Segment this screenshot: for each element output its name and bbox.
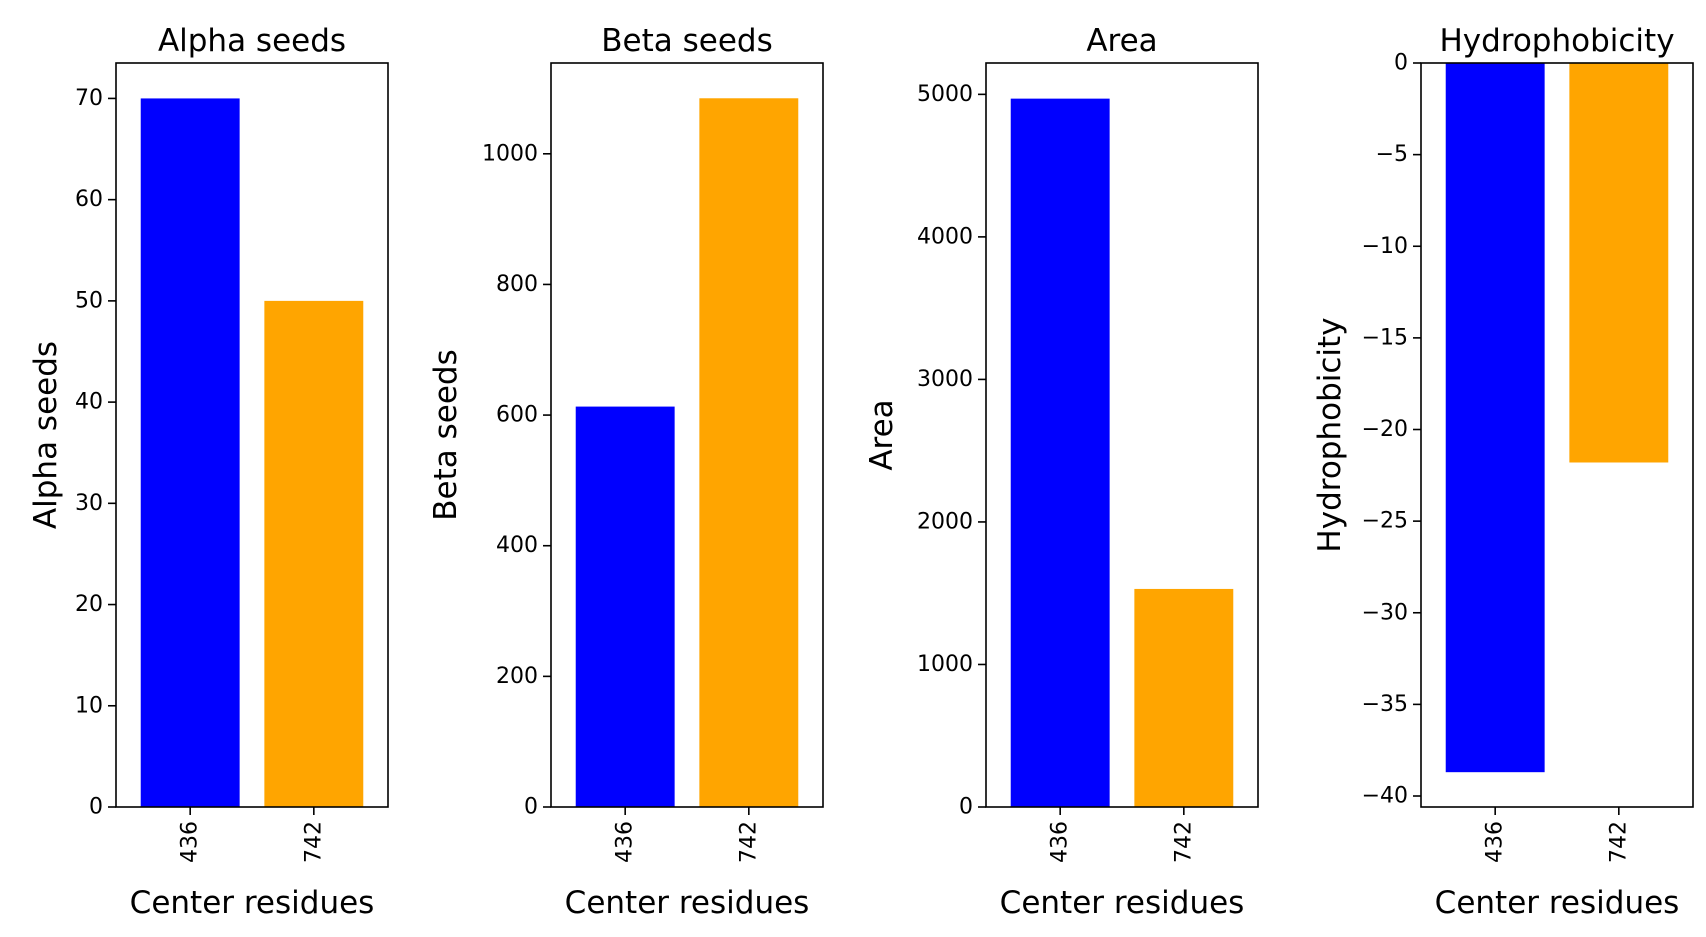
y-tick-label: 2000 xyxy=(917,509,973,534)
y-tick-label: 0 xyxy=(1394,51,1408,76)
bar-beta-seeds-436 xyxy=(575,406,675,807)
y-axis-label-beta-seeds: Beta seeds xyxy=(428,349,464,520)
x-axis-label-area: Center residues xyxy=(1000,885,1245,921)
y-tick-label: 400 xyxy=(496,533,538,558)
y-ticks-hydrophobicity: 0 −5 −10 −15 −20 −25 −30 −35 −40 xyxy=(1362,51,1421,809)
y-tick-label: 60 xyxy=(75,187,103,212)
bar-hydrophobicity-436 xyxy=(1445,63,1545,773)
bar-alpha-seeds-742 xyxy=(264,300,364,807)
axes-frame-area xyxy=(985,62,1259,808)
x-tick-label: 742 xyxy=(301,821,326,863)
axes-frame-alpha-seeds xyxy=(115,62,389,808)
chart-panel-alpha-seeds: 0 10 20 30 40 50 60 70 436 742 Alpha seeds Cente… xyxy=(28,23,389,921)
bars-area xyxy=(1010,98,1234,807)
axes-frame-hydrophobicity xyxy=(1420,62,1694,808)
y-tick-label: 40 xyxy=(75,390,103,415)
x-tick-label: 436 xyxy=(613,821,638,863)
y-tick-label: 10 xyxy=(75,693,103,718)
chart-title-hydrophobicity: Hydrophobicity xyxy=(1439,23,1674,59)
y-tick-label: −30 xyxy=(1362,600,1408,625)
y-tick-label: −25 xyxy=(1362,509,1408,534)
chart-panel-beta-seeds: 0 200 400 600 800 1000 436 742 Beta seeds Cent… xyxy=(428,23,824,921)
x-tick-label: 742 xyxy=(736,821,761,863)
y-tick-label: −5 xyxy=(1376,142,1408,167)
y-tick-label: 200 xyxy=(496,664,538,689)
chart-title-beta-seeds: Beta seeds xyxy=(601,23,772,59)
x-tick-label: 436 xyxy=(1048,821,1073,863)
x-tick-label: 742 xyxy=(1171,821,1196,863)
chart-panel-area: 0 1000 2000 3000 4000 5000 436 742 Area Center… xyxy=(864,23,1259,921)
y-tick-label: −20 xyxy=(1362,417,1408,442)
chart-title-alpha-seeds: Alpha seeds xyxy=(158,23,346,59)
bar-area-742 xyxy=(1134,588,1234,807)
x-tick-label: 436 xyxy=(1483,821,1508,863)
y-tick-label: 5000 xyxy=(917,82,973,107)
x-ticks-beta-seeds: 436 742 xyxy=(613,807,761,863)
x-axis-label-hydrophobicity: Center residues xyxy=(1435,885,1680,921)
y-tick-label: −40 xyxy=(1362,784,1408,809)
bar-hydrophobicity-742 xyxy=(1569,63,1669,463)
bar-area-436 xyxy=(1010,98,1110,807)
y-ticks-alpha-seeds: 0 10 20 30 40 50 60 70 xyxy=(75,86,116,820)
y-tick-label: 0 xyxy=(89,795,103,820)
y-axis-label-hydrophobicity: Hydrophobicity xyxy=(1312,317,1348,552)
y-tick-label: 50 xyxy=(75,288,103,313)
bar-beta-seeds-742 xyxy=(699,98,799,807)
bars-alpha-seeds xyxy=(140,98,364,807)
y-tick-label: 4000 xyxy=(917,224,973,249)
x-ticks-area: 436 742 xyxy=(1048,807,1196,863)
x-tick-label: 436 xyxy=(178,821,203,863)
x-axis-label-alpha-seeds: Center residues xyxy=(130,885,375,921)
y-tick-label: 1000 xyxy=(917,652,973,677)
y-ticks-area: 0 1000 2000 3000 4000 5000 xyxy=(917,82,986,820)
bars-hydrophobicity xyxy=(1445,63,1669,773)
y-tick-label: −15 xyxy=(1362,325,1408,350)
y-ticks-beta-seeds: 0 200 400 600 800 1000 xyxy=(482,141,551,820)
bars-beta-seeds xyxy=(575,98,799,807)
y-tick-label: 70 xyxy=(75,86,103,111)
y-tick-label: −35 xyxy=(1362,692,1408,717)
y-tick-label: −10 xyxy=(1362,234,1408,259)
y-axis-label-alpha-seeds: Alpha seeds xyxy=(28,341,64,529)
bar-alpha-seeds-436 xyxy=(140,98,240,807)
y-tick-label: 0 xyxy=(959,795,973,820)
chart-title-area: Area xyxy=(1086,23,1157,59)
y-axis-label-area: Area xyxy=(864,399,900,470)
x-ticks-hydrophobicity: 436 742 xyxy=(1483,807,1631,863)
y-tick-label: 3000 xyxy=(917,367,973,392)
y-tick-label: 20 xyxy=(75,592,103,617)
y-tick-label: 600 xyxy=(496,403,538,428)
y-tick-label: 1000 xyxy=(482,141,538,166)
y-tick-label: 30 xyxy=(75,491,103,516)
axes-frame-beta-seeds xyxy=(550,62,824,808)
chart-panel-hydrophobicity: 0 −5 −10 −15 −20 −25 −30 −35 −40 436 742 Hydropho… xyxy=(1312,23,1694,921)
y-tick-label: 800 xyxy=(496,272,538,297)
x-axis-label-beta-seeds: Center residues xyxy=(565,885,810,921)
x-tick-label: 742 xyxy=(1606,821,1631,863)
y-tick-label: 0 xyxy=(524,795,538,820)
x-ticks-alpha-seeds: 436 742 xyxy=(178,807,326,863)
